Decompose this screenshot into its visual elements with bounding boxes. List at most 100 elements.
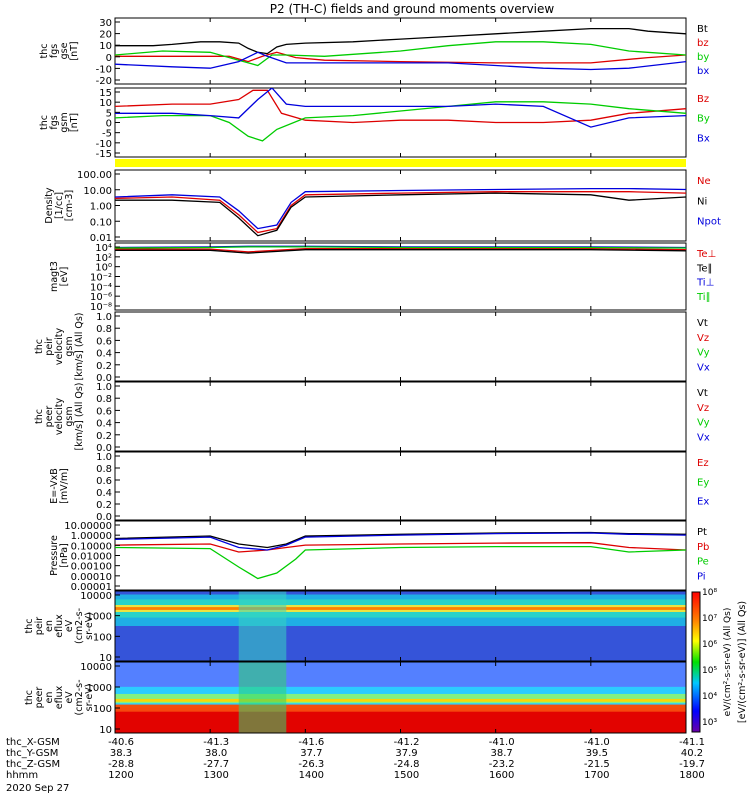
ephem-value: -27.7	[203, 759, 229, 770]
ephem-value: -23.2	[489, 759, 515, 770]
panel-frame	[114, 311, 687, 382]
ylabel-line: gsm	[64, 406, 75, 426]
ytick-label: 0.4	[96, 349, 112, 360]
ytick-label: -5	[102, 129, 112, 140]
ephem-value: 1200	[108, 770, 133, 781]
ylabel-line: gsm	[59, 112, 70, 132]
panel-peer_velocity: 1.00.80.6 0.40.20.0 thc peer velocity gsm [km/…	[34, 381, 710, 454]
ytick-label: 100	[93, 632, 112, 643]
ephem-value: -21.5	[584, 759, 610, 770]
legend-Pt: Pt	[697, 527, 707, 538]
legend-Vt: Vt	[697, 388, 708, 399]
ytick-label: 0.8	[96, 324, 112, 335]
ytick-label: 0.4	[96, 488, 112, 499]
ylabel-line: thc	[39, 115, 50, 130]
ytick-label: 10⁻²	[90, 273, 112, 284]
legend-Ti⊥: Ti⊥	[696, 278, 714, 289]
legend-Ey: Ey	[697, 477, 709, 488]
ylabel-line: en	[44, 692, 55, 704]
ytick-label: 0.8	[96, 464, 112, 475]
legend-Bx: Bx	[697, 133, 710, 144]
ylabel-line: en	[44, 620, 55, 632]
panel-frame	[114, 242, 687, 311]
panel-frame	[114, 87, 687, 158]
ylabel-line: gse	[59, 42, 70, 59]
ytick-label: 100.00	[77, 170, 112, 181]
legend-Vt: Vt	[697, 318, 708, 329]
series-Te∥	[115, 249, 686, 254]
ytick-label: 0.10000	[71, 541, 112, 552]
legend-Vx: Vx	[697, 362, 710, 373]
date-label: 2020 Sep 27	[6, 783, 69, 794]
ytick-label: 0.8	[96, 394, 112, 405]
legend-By: By	[697, 114, 710, 125]
ytick-label: 0.10	[90, 217, 112, 228]
spectrogram-band	[115, 607, 686, 610]
legend-Ni: Ni	[697, 196, 707, 207]
plot-title: P2 (TH-C) fields and ground moments over…	[270, 2, 555, 16]
spectrogram-band	[115, 693, 686, 704]
ytick-label: 0.00010	[71, 572, 112, 583]
colorbar-tick: 10⁷	[702, 614, 717, 624]
colorbar-label: [eV/(cm²-s-sr-eV)] (All Qs)	[737, 601, 748, 723]
ytick-label: 10⁴	[95, 243, 112, 254]
legend-by: by	[697, 52, 709, 63]
colorbar-group: 10³ 10⁴ 10⁵ 10⁶ 10⁷ 10⁸ [eV/(cm²-s-sr-eV)] (Al…	[691, 588, 748, 733]
ylabel-line: [km/s] (All Qs)	[74, 313, 85, 381]
legend-Vy: Vy	[697, 418, 710, 429]
legend-Te⊥: Te⊥	[696, 249, 716, 260]
ylabel-line: [nT]	[69, 113, 80, 132]
ylabel-line: thc	[34, 339, 45, 354]
status-bar-yellow	[115, 159, 686, 167]
ephem-value: 37.7	[300, 748, 322, 759]
ytick-label: 0.00001	[71, 582, 112, 593]
ephemeris-group: thc_X-GSM -40.6 -41.3 -41.6 -41.2 -41.0 -41.0 -…	[6, 737, 705, 794]
ylabel-line: eflux	[54, 685, 65, 709]
ylabel-line: [nPa]	[59, 543, 70, 568]
series-Pi	[115, 532, 686, 551]
ylabel-line: sr-eV)	[84, 612, 95, 640]
ytick-label: 1.0	[96, 312, 112, 323]
ephem-value: -28.8	[108, 759, 134, 770]
colorbar-tick: 10³	[702, 718, 717, 728]
series-Bz	[115, 89, 686, 124]
colorbar-rect	[691, 591, 701, 733]
panel-peir_spectrogram: 10000 1000 100 10 thc peir en eflux eV (cm2-s-sr-…	[24, 590, 687, 664]
ytick-label: 0.2	[96, 431, 112, 442]
ephem-value: -24.8	[394, 759, 420, 770]
colorbar-tick: 10⁸	[702, 588, 717, 598]
series-Pb	[115, 542, 686, 553]
ylabel-line: thc	[34, 409, 45, 424]
ephem-value: 1300	[203, 770, 228, 781]
ylabel-line: [nT]	[69, 41, 80, 60]
ephem-label: thc_Z-GSM	[6, 759, 60, 770]
ylabel-line: peir	[44, 337, 55, 356]
series-group	[115, 27, 686, 71]
ylabel-line: eV	[64, 619, 75, 632]
ylabel-line: eflux	[54, 614, 65, 638]
legend-bx: bx	[697, 66, 709, 77]
ytick-label: 0.4	[96, 419, 112, 430]
legend-Te∥: Te∥	[696, 263, 713, 274]
legend-Bt: Bt	[697, 24, 708, 35]
ylabel-line: magt3	[49, 261, 60, 292]
spectrogram-band	[115, 698, 686, 702]
legend-Npot: Npot	[697, 217, 721, 228]
colorbar-tick: 10⁶	[702, 640, 717, 650]
ytick-label: 100	[93, 704, 112, 715]
series-group	[115, 88, 686, 142]
series-Bx	[115, 88, 686, 128]
ytick-label: 0.0	[96, 373, 112, 384]
ylabel-line: [1/cc]	[54, 192, 65, 219]
ephem-value: -40.6	[108, 737, 134, 748]
ytick-label: 0	[106, 119, 112, 130]
spectrogram-dip	[238, 591, 287, 661]
ephem-label: hhmm	[6, 770, 38, 781]
ytick-label: -15	[96, 149, 112, 160]
legend-Ne: Ne	[697, 176, 711, 187]
ytick-label: 10⁻⁴	[90, 282, 112, 293]
ytick-label: 10000	[80, 662, 112, 673]
panel-frame	[114, 381, 687, 452]
ytick-label: 5	[106, 108, 112, 119]
ytick-label: 0.01	[90, 233, 112, 244]
